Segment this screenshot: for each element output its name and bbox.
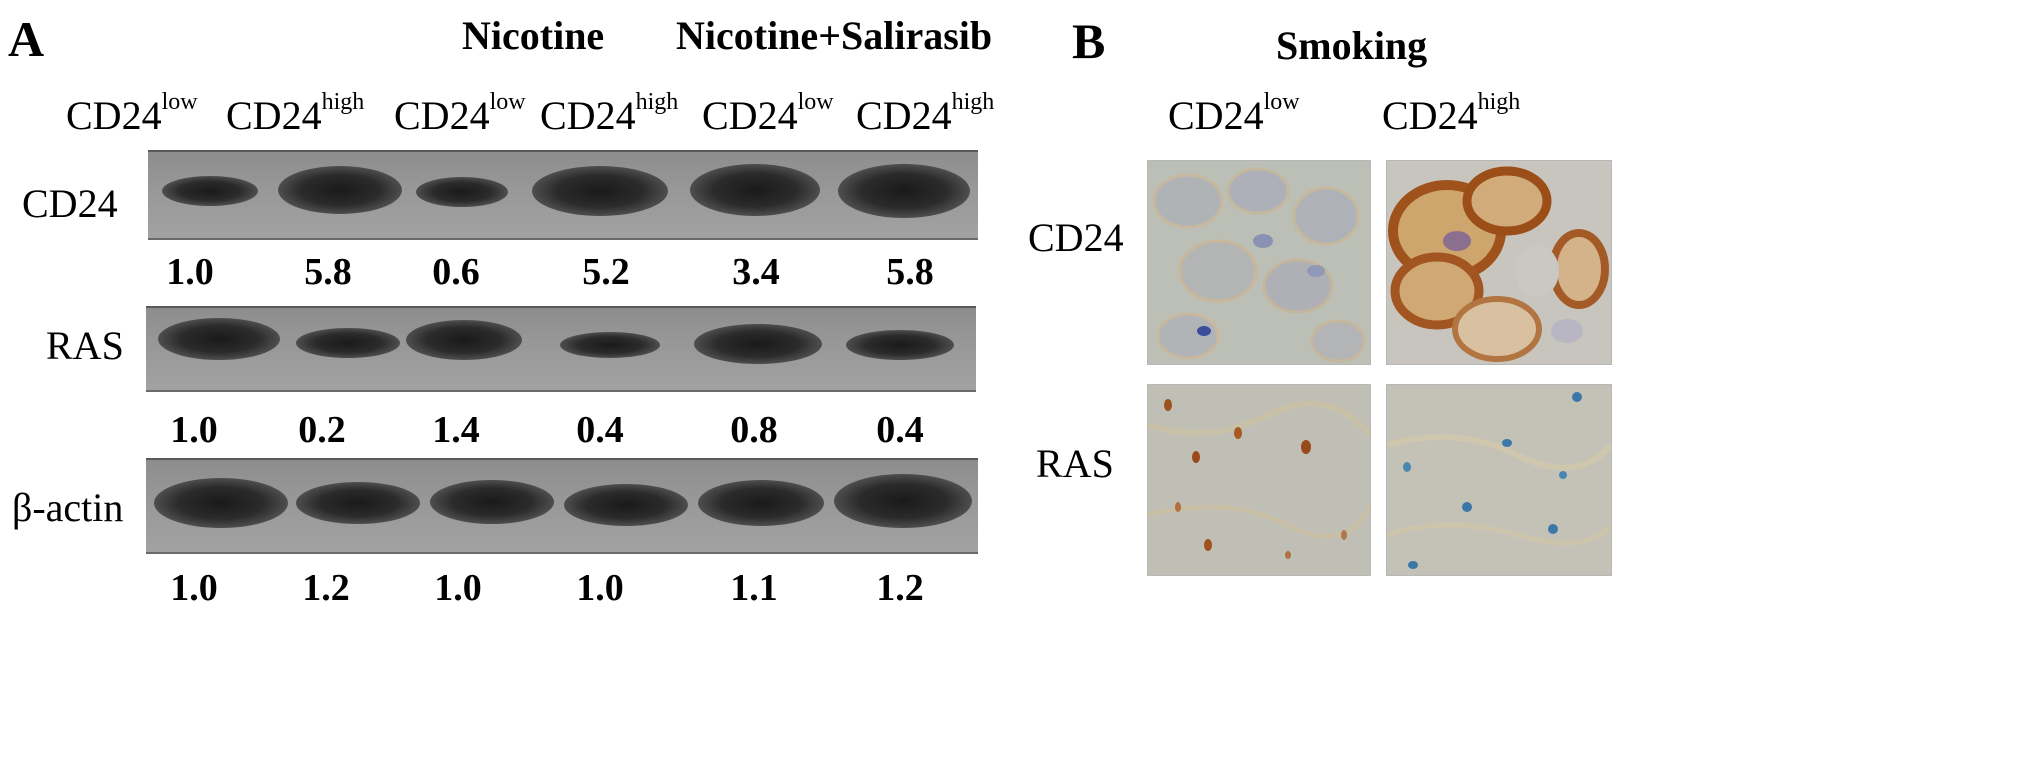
ihc-row-label-ras: RAS bbox=[1036, 441, 1114, 486]
value-cd24-5: 3.4 bbox=[732, 251, 780, 293]
blot-band bbox=[416, 177, 508, 207]
row-label-ras: RAS bbox=[46, 323, 124, 368]
value-ras-5: 0.8 bbox=[730, 409, 778, 451]
ihc-image-cd24-low bbox=[1147, 160, 1371, 365]
blot-band bbox=[846, 330, 954, 360]
blot-band bbox=[430, 480, 554, 524]
value-cd24-4: 5.2 bbox=[582, 251, 630, 293]
lane-label-4: CD24high bbox=[540, 88, 679, 138]
value-beta-actin-1: 1.0 bbox=[170, 567, 218, 609]
lane-label-5: CD24low bbox=[702, 88, 834, 138]
blot-band bbox=[690, 164, 820, 216]
lane-label-1: CD24low bbox=[66, 88, 198, 138]
blot-band bbox=[278, 166, 402, 214]
ihc-image-cd24-high bbox=[1386, 160, 1612, 365]
blot-band bbox=[296, 328, 400, 358]
row-label-beta-actin: β-actin bbox=[12, 485, 124, 530]
panel-a-letter: A bbox=[8, 11, 45, 67]
blot-band bbox=[296, 482, 420, 524]
panel-b-letter: B bbox=[1072, 13, 1106, 69]
blot-band bbox=[834, 474, 972, 528]
value-cd24-3: 0.6 bbox=[432, 251, 480, 293]
ihc-row-label-cd24: CD24 bbox=[1028, 215, 1124, 260]
ihc-image-ras-high bbox=[1386, 384, 1612, 576]
blot-ras bbox=[146, 306, 976, 392]
value-beta-actin-6: 1.2 bbox=[876, 567, 924, 609]
blot-cd24 bbox=[148, 150, 978, 240]
value-ras-3: 1.4 bbox=[432, 409, 480, 451]
value-beta-actin-3: 1.0 bbox=[434, 567, 482, 609]
blot-band bbox=[154, 478, 288, 528]
value-ras-2: 0.2 bbox=[298, 409, 346, 451]
blot-band bbox=[158, 318, 280, 360]
value-cd24-1: 1.0 bbox=[166, 251, 214, 293]
blot-band bbox=[694, 324, 822, 364]
lane-label-3: CD24low bbox=[394, 88, 526, 138]
value-beta-actin-5: 1.1 bbox=[730, 567, 778, 609]
value-ras-1: 1.0 bbox=[170, 409, 218, 451]
value-beta-actin-4: 1.0 bbox=[576, 567, 624, 609]
lane-label-6: CD24high bbox=[856, 88, 995, 138]
row-label-cd24: CD24 bbox=[22, 181, 118, 226]
lane-label-2: CD24high bbox=[226, 88, 365, 138]
value-ras-4: 0.4 bbox=[576, 409, 624, 451]
value-cd24-2: 5.8 bbox=[304, 251, 352, 293]
group-label-nicotine: Nicotine bbox=[462, 13, 605, 58]
blot-band bbox=[564, 484, 688, 526]
blot-band bbox=[406, 320, 522, 360]
ihc-image-ras-low bbox=[1147, 384, 1371, 576]
value-ras-6: 0.4 bbox=[876, 409, 924, 451]
blot-band bbox=[162, 176, 258, 206]
value-beta-actin-2: 1.2 bbox=[302, 567, 350, 609]
ihc-column-label-high: CD24high bbox=[1382, 88, 1521, 138]
group-label-nicotine-salirasib: Nicotine+Salirasib bbox=[676, 13, 993, 58]
panel-b-title: Smoking bbox=[1276, 23, 1428, 68]
blot-band bbox=[560, 332, 660, 358]
ihc-column-label-low: CD24low bbox=[1168, 88, 1300, 138]
blot-band bbox=[698, 480, 824, 526]
blot-band bbox=[838, 164, 970, 218]
blot-band bbox=[532, 166, 668, 216]
value-cd24-6: 5.8 bbox=[886, 251, 934, 293]
blot-beta-actin bbox=[146, 458, 978, 554]
